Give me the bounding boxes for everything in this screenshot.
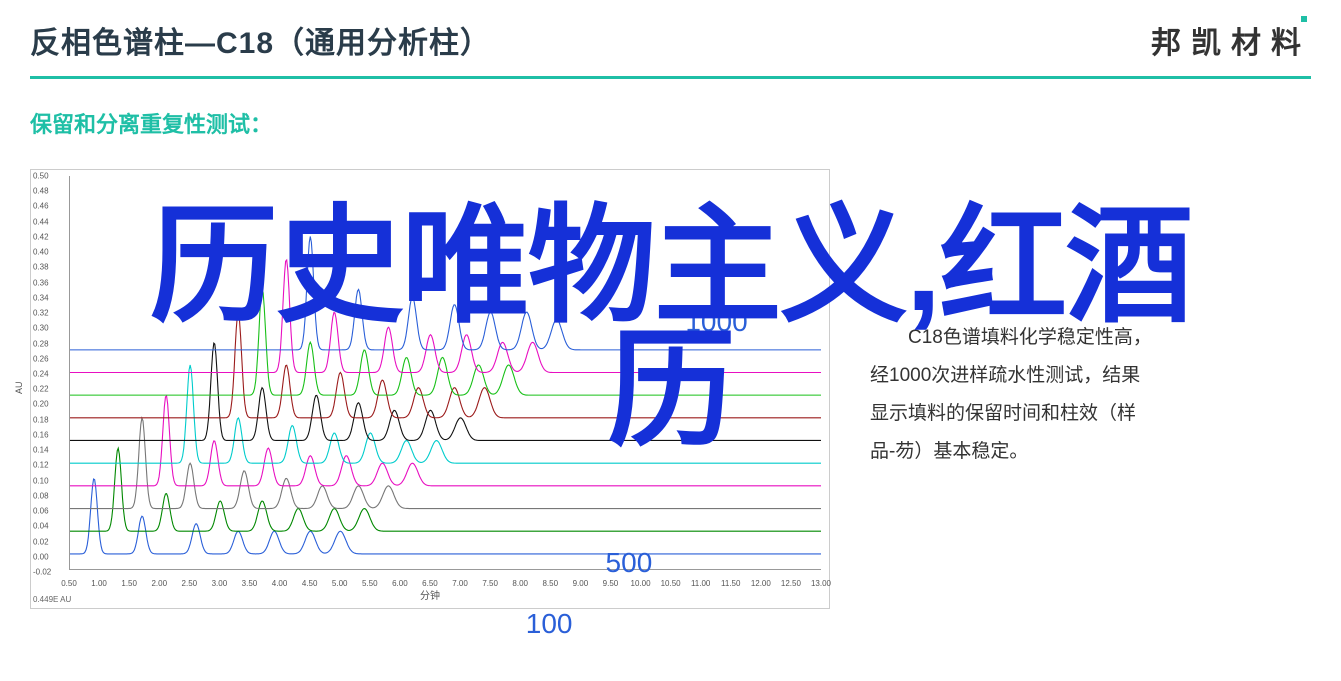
content-row: -0.020.000.020.040.060.080.100.120.140.1… [0, 169, 1341, 609]
desc-line-3: 显示填料的保留时间和柱效（样 [870, 395, 1311, 433]
description-block: C18色谱填料化学稳定性高， 经1000次进样疏水性测试，结果 显示填料的保留时… [870, 169, 1311, 471]
brand-logo: 邦凯材料 [1151, 18, 1311, 62]
x-axis-title: 分钟 [420, 587, 440, 602]
header: 反相色谱柱—C18（通用分析柱） 邦凯材料 [0, 0, 1341, 62]
chart-plot-area [69, 176, 821, 570]
desc-line-1: C18色谱填料化学稳定性高， [870, 319, 1311, 357]
brand-dot-icon [1301, 16, 1307, 22]
y-axis-caption: 0.449E AU [33, 595, 71, 604]
desc-line-2: 经1000次进样疏水性测试，结果 [870, 357, 1311, 395]
page-title: 反相色谱柱—C18（通用分析柱） [30, 18, 491, 62]
chromatogram-chart: -0.020.000.020.040.060.080.100.120.140.1… [30, 169, 830, 609]
brand-text: 邦凯材料 [1151, 27, 1311, 60]
title-underline [30, 76, 1311, 79]
chromatogram-svg [70, 176, 821, 569]
desc-line-4: 品-芴）基本稳定。 [870, 433, 1311, 471]
y-axis-title: AU [14, 381, 24, 394]
section-subtitle: 保留和分离重复性测试： [30, 107, 1341, 139]
